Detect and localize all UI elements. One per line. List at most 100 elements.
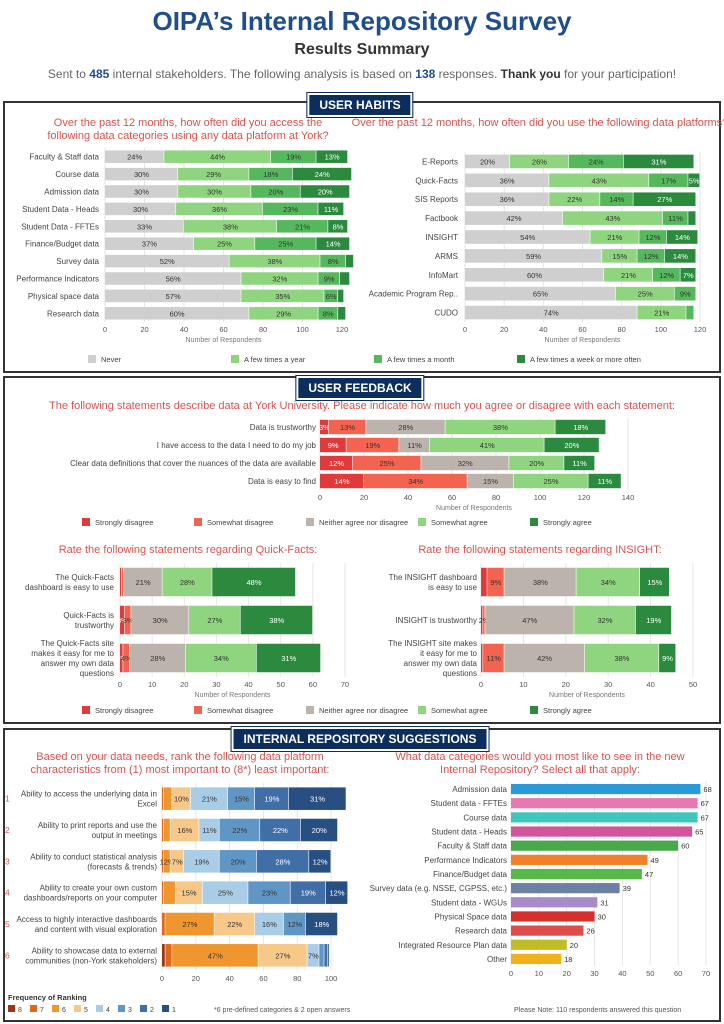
wanted-categories-footnote: Please Note: 110 respondents answered th… [514, 1007, 681, 1014]
quick-facts-bar-segment [129, 643, 186, 673]
categories-access-bar-segment [338, 289, 344, 303]
ranking-row-number: 3 [5, 856, 10, 866]
ranking-bar-segment [248, 881, 290, 904]
york-statements-bar-segment [328, 419, 366, 435]
page-title: OIPA’s Internal Repository Survey [152, 6, 572, 36]
categories-access-bar-segment [249, 307, 318, 320]
ranking-data-label: 7% [172, 857, 183, 866]
agree-bottom-legend-label: Neither agree nor disagree [319, 706, 408, 715]
rank-legend-swatch [140, 1005, 147, 1012]
wanted-categories-bar [511, 939, 567, 950]
rank-legend-label: 7 [40, 1007, 44, 1014]
ranking-category-label: Ability to create your own custom dashboa… [24, 884, 158, 903]
platforms-usage-data-label: 21% [621, 271, 636, 280]
platforms-usage-data-label: 25% [638, 290, 653, 299]
insight-tick-label: 0 [479, 680, 483, 689]
ranking-bar-segment [162, 944, 165, 967]
york-statements-bar-segment [364, 473, 467, 489]
insight-tick-label: 30 [604, 680, 612, 689]
agree-bottom-legend-swatch [306, 706, 314, 714]
york-statements-tick-label: 60 [448, 493, 456, 502]
rank-legend-swatch [74, 1005, 81, 1012]
insight-title: Rate the following statements regarding … [418, 544, 661, 556]
wanted-categories-category-label: Integrated Resource Plan data [398, 941, 507, 950]
insight-tick-label: 40 [646, 680, 654, 689]
categories-access-data-label: 44% [210, 153, 225, 162]
agree-top-legend-swatch [306, 518, 314, 526]
insight-bar-segment [640, 567, 670, 597]
categories-access-bar-segment [105, 167, 178, 181]
categories-access-data-label: 6% [326, 292, 337, 301]
insight-bar-segment [574, 605, 636, 635]
platforms-usage-bar-segment [653, 267, 680, 282]
platforms-usage-bar-segment [602, 249, 637, 263]
york-statements-category-label: I have access to the data I need to do m… [157, 441, 317, 450]
agree-top-legend-swatch [82, 518, 90, 526]
section-user-feedback: USER FEEDBACK [295, 375, 425, 401]
wanted-categories-value-label: 47 [645, 870, 653, 879]
platforms-usage-category-label: INSIGHT [426, 233, 459, 242]
platforms-usage-category-label: SIS Reports [415, 195, 458, 204]
wanted-categories-bar [511, 798, 698, 809]
york-statements-bar-segment [320, 455, 353, 471]
ranking-data-label: 10% [174, 795, 189, 804]
categories-access-category-label: Finance/Budget data [25, 240, 99, 249]
insight-bar-segment [635, 605, 672, 635]
ranking-row-number: 2 [5, 825, 10, 835]
categories-access-tick-label: 20 [140, 325, 148, 334]
categories-access-bar-segment [241, 272, 318, 285]
platforms-usage-chart: 0 20 40 60 80 100 120 Number of Respondents E-Re… [369, 152, 706, 344]
york-statements-data-label: 20% [564, 441, 579, 450]
ranking-bar-segment [163, 850, 170, 873]
wanted-categories-bar [511, 883, 620, 894]
agree-bottom-legend-swatch [194, 706, 202, 714]
agree-bottom-legend-swatch [530, 706, 538, 714]
insight-data-label: 42% [537, 654, 552, 663]
categories-access-bar-segment [270, 150, 316, 163]
insight-data-label: 15% [647, 578, 662, 587]
rank-legend-swatch [30, 1005, 37, 1012]
platforms-usage-data-label: 60% [527, 271, 542, 280]
york-statements-data-label: 11% [598, 477, 613, 486]
quick-facts-data-label: 30% [153, 616, 168, 625]
categories-access-bar-segment [340, 272, 350, 285]
ranking-bar-segment [190, 787, 228, 810]
ranking-bar-segment [319, 944, 324, 967]
ranking-row-number: 5 [5, 919, 10, 929]
ranking-row-number: 6 [5, 950, 10, 960]
ranking-data-label: 28% [275, 857, 290, 866]
wanted-categories-category-label: Finance/Budget data [433, 870, 507, 879]
quick-facts-data-label: 21% [136, 578, 151, 587]
ranking-tick-label: 80 [293, 974, 301, 983]
categories-access-data-label: 23% [283, 205, 298, 214]
york-statements-data-label: 25% [380, 459, 395, 468]
platforms-usage-data-label: 54% [520, 233, 535, 242]
platforms-usage-data-label: 22% [567, 195, 582, 204]
platforms-usage-bar-segment [465, 154, 510, 169]
york-statements-data-label: 11% [407, 441, 422, 450]
categories-access-bar-segment [176, 202, 263, 216]
categories-access-category-label: Course data [55, 170, 99, 179]
platforms-usage-tick-label: 20 [500, 325, 508, 334]
categories-access-bar-segment [255, 237, 316, 250]
categories-access-bar-segment [318, 307, 338, 320]
platforms-usage-data-label: 27% [657, 195, 672, 204]
wanted-categories-category-label: Student data - WGUs [431, 898, 507, 907]
ranking-data-label: 27% [182, 920, 197, 929]
platforms-usage-data-label: 42% [506, 214, 521, 223]
ranking-chart: 0 20 40 60 80 100 1 10% 21% 15% 19% 31% 2 16% 11% 22% 22… [5, 783, 348, 983]
insight-tick-label: 50 [689, 680, 697, 689]
intro-post: responses. [435, 67, 501, 81]
categories-access-bar-segment [105, 237, 194, 250]
categories-access-data-label: 33% [137, 222, 152, 231]
ranking-bar-segment [165, 912, 214, 936]
categories-access-tick-label: 0 [103, 325, 107, 334]
platforms-usage-bar-segment [637, 249, 665, 263]
quick-facts-data-label: 48% [247, 578, 262, 587]
ranking-bar-segment [162, 850, 164, 873]
rank-legend-label: 2 [150, 1007, 154, 1014]
wanted-categories-value-label: 18 [564, 955, 572, 964]
wanted-categories-category-label: Physical Space data [435, 912, 508, 921]
platforms-usage-bar-segment [664, 249, 696, 263]
york-statements-data-label: 34% [408, 477, 423, 486]
